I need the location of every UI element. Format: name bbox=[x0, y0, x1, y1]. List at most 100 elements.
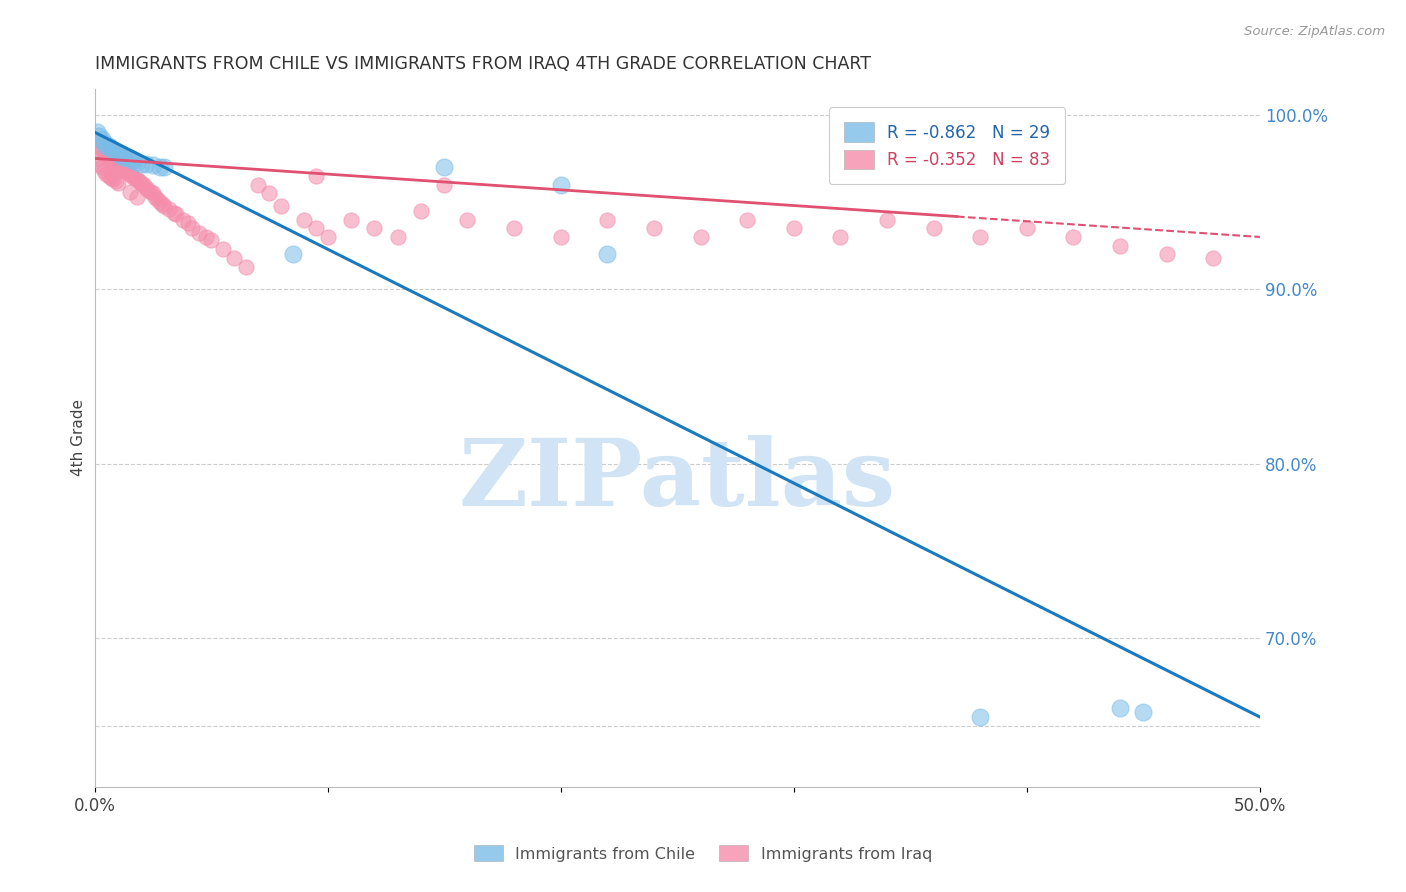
Point bbox=[90, 160, 112, 174]
Point bbox=[135, 181, 157, 195]
Point bbox=[340, 212, 363, 227]
Point bbox=[456, 212, 478, 227]
Point bbox=[97, 169, 120, 183]
Y-axis label: 4th Grade: 4th Grade bbox=[72, 400, 86, 476]
Point bbox=[86, 152, 108, 166]
Point bbox=[1156, 247, 1178, 261]
Point bbox=[550, 178, 572, 192]
Point bbox=[108, 148, 131, 162]
Point bbox=[111, 150, 134, 164]
Point bbox=[830, 230, 852, 244]
Point bbox=[122, 153, 145, 168]
Point bbox=[107, 146, 129, 161]
Point bbox=[153, 160, 176, 174]
Legend: R = -0.862   N = 29, R = -0.352   N = 83: R = -0.862 N = 29, R = -0.352 N = 83 bbox=[828, 107, 1066, 185]
Point bbox=[122, 170, 145, 185]
Point bbox=[104, 145, 127, 159]
Point bbox=[129, 156, 152, 170]
Point bbox=[93, 136, 115, 150]
Point bbox=[103, 172, 125, 186]
Point bbox=[177, 216, 200, 230]
Point bbox=[129, 176, 152, 190]
Point bbox=[139, 185, 162, 199]
Point bbox=[689, 230, 711, 244]
Point bbox=[433, 160, 456, 174]
Point bbox=[114, 150, 136, 164]
Text: IMMIGRANTS FROM CHILE VS IMMIGRANTS FROM IRAQ 4TH GRADE CORRELATION CHART: IMMIGRANTS FROM CHILE VS IMMIGRANTS FROM… bbox=[94, 55, 870, 73]
Point bbox=[316, 230, 339, 244]
Point bbox=[503, 221, 526, 235]
Point bbox=[188, 227, 211, 241]
Point bbox=[93, 146, 115, 161]
Point bbox=[89, 139, 111, 153]
Point bbox=[270, 198, 292, 212]
Point bbox=[224, 251, 246, 265]
Point bbox=[114, 163, 136, 178]
Point bbox=[1015, 221, 1038, 235]
Point bbox=[100, 153, 122, 168]
Point bbox=[93, 163, 115, 178]
Point bbox=[150, 196, 173, 211]
Point bbox=[149, 195, 172, 210]
Point bbox=[292, 212, 315, 227]
Point bbox=[1132, 705, 1154, 719]
Point bbox=[125, 155, 148, 169]
Point bbox=[163, 205, 186, 219]
Point bbox=[363, 221, 385, 235]
Point bbox=[246, 178, 269, 192]
Point bbox=[142, 186, 165, 201]
Point bbox=[409, 203, 432, 218]
Point bbox=[735, 212, 758, 227]
Point bbox=[111, 161, 134, 176]
Text: Source: ZipAtlas.com: Source: ZipAtlas.com bbox=[1244, 25, 1385, 38]
Point bbox=[783, 221, 806, 235]
Point bbox=[90, 143, 112, 157]
Point bbox=[1109, 701, 1132, 715]
Point bbox=[96, 139, 118, 153]
Point bbox=[165, 207, 187, 221]
Point bbox=[118, 152, 141, 166]
Point bbox=[96, 167, 118, 181]
Point bbox=[305, 221, 328, 235]
Point bbox=[1062, 230, 1084, 244]
Point bbox=[172, 212, 194, 227]
Point bbox=[281, 247, 304, 261]
Point bbox=[142, 158, 165, 172]
Point bbox=[143, 190, 166, 204]
Point bbox=[149, 160, 172, 174]
Point bbox=[195, 230, 218, 244]
Point bbox=[96, 150, 118, 164]
Point bbox=[135, 156, 157, 170]
Point bbox=[125, 190, 148, 204]
Point bbox=[153, 198, 176, 212]
Point bbox=[104, 156, 127, 170]
Point bbox=[90, 132, 112, 146]
Point bbox=[1202, 251, 1225, 265]
Point bbox=[97, 152, 120, 166]
Point bbox=[596, 247, 619, 261]
Point bbox=[922, 221, 945, 235]
Point bbox=[121, 153, 143, 168]
Point bbox=[259, 186, 281, 201]
Text: ZIPatlas: ZIPatlas bbox=[458, 434, 896, 524]
Point bbox=[97, 139, 120, 153]
Point bbox=[200, 234, 222, 248]
Point bbox=[103, 155, 125, 169]
Point bbox=[211, 242, 233, 256]
Point bbox=[118, 167, 141, 181]
Point bbox=[128, 174, 150, 188]
Point bbox=[86, 125, 108, 139]
Point bbox=[100, 141, 122, 155]
Point bbox=[876, 212, 898, 227]
Point bbox=[125, 172, 148, 186]
Point bbox=[132, 178, 155, 192]
Point bbox=[146, 192, 169, 206]
Point bbox=[103, 143, 125, 157]
Point bbox=[157, 202, 180, 216]
Point bbox=[108, 160, 131, 174]
Point bbox=[86, 134, 108, 148]
Point bbox=[433, 178, 456, 192]
Point bbox=[235, 260, 257, 274]
Point bbox=[107, 176, 129, 190]
Legend: Immigrants from Chile, Immigrants from Iraq: Immigrants from Chile, Immigrants from I… bbox=[467, 838, 939, 868]
